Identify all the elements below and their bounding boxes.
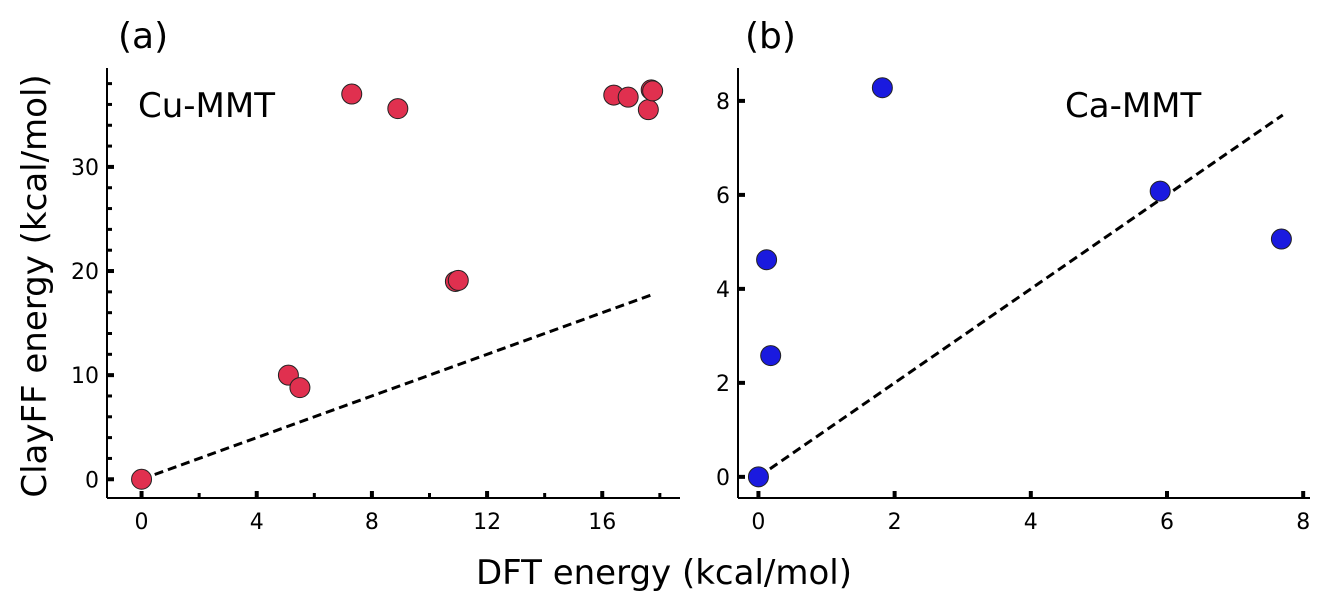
x-tick-label: 2 (888, 510, 902, 535)
scatter-point (747, 466, 769, 488)
y-tick-label: 20 (71, 260, 99, 285)
y-tick-label: 10 (71, 364, 99, 389)
x-tick-label: 6 (1160, 510, 1174, 535)
x-tick-label: 8 (365, 510, 379, 535)
dashed-reference-line (141, 293, 652, 481)
x-tick-label: 8 (1296, 510, 1310, 535)
panel-b-points (747, 77, 1292, 488)
scatter-point (617, 86, 639, 108)
panel-a-reference-line (141, 293, 652, 481)
x-tick-label: 0 (135, 510, 149, 535)
y-axis-title: ClayFF energy (kcal/mol) (15, 74, 55, 497)
x-tick-label: 12 (473, 510, 501, 535)
scatter-point (131, 468, 153, 490)
x-tick-label: 0 (751, 510, 765, 535)
scatter-point (341, 83, 363, 105)
panel-a-label: (a) (118, 16, 168, 57)
y-tick-label: 8 (716, 90, 730, 115)
scatter-point (871, 77, 893, 99)
y-tick-label: 30 (71, 156, 99, 181)
scatter-point (642, 80, 664, 102)
panel-a-cu-mmt: (a) Cu-MMT 0 4 8 12 16 0 10 20 30 (71, 16, 680, 535)
scatter-point (756, 249, 778, 271)
panel-b-reference-line (757, 113, 1284, 479)
panel-b-annotation: Ca-MMT (1065, 86, 1202, 126)
panel-a-annotation: Cu-MMT (138, 86, 275, 126)
x-tick-label: 4 (1024, 510, 1038, 535)
scatter-point (387, 98, 409, 120)
panel-b-label: (b) (745, 16, 796, 57)
y-tick-label: 6 (716, 184, 730, 209)
scatter-point (760, 345, 782, 367)
scatter-point (1149, 180, 1171, 202)
panel-a-points (131, 79, 664, 490)
x-axis-title: DFT energy (kcal/mol) (476, 553, 852, 593)
x-tick-label: 16 (588, 510, 616, 535)
scatter-point (637, 99, 659, 121)
y-tick-label: 2 (716, 372, 730, 397)
panel-b-ca-mmt: (b) Ca-MMT 0 2 4 6 8 0 2 4 6 8 (716, 16, 1310, 535)
y-tick-label: 4 (716, 278, 730, 303)
scatter-point (1270, 228, 1292, 250)
panel-a-axes: 0 4 8 12 16 0 10 20 30 (71, 68, 680, 535)
scatter-point (447, 269, 469, 291)
scatter-point (289, 377, 311, 399)
y-tick-label: 0 (85, 468, 99, 493)
x-tick-label: 4 (250, 510, 264, 535)
dashed-reference-line (757, 113, 1284, 479)
panel-b-axes: 0 2 4 6 8 0 2 4 6 8 (716, 68, 1310, 535)
y-tick-label: 0 (716, 466, 730, 491)
